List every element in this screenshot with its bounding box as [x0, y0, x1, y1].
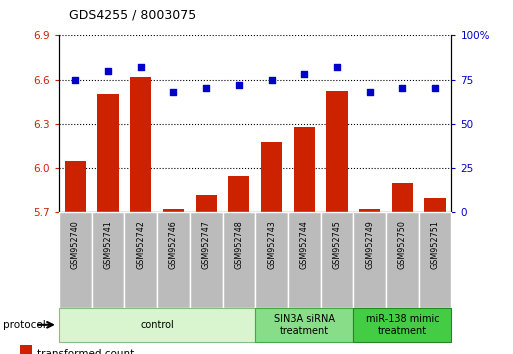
Bar [288, 212, 321, 308]
Bar [293, 127, 315, 212]
Point [71, 77, 80, 82]
Bar [20, 345, 32, 354]
Text: control: control [140, 320, 174, 330]
Point [333, 64, 341, 70]
Bar [392, 183, 413, 212]
Text: GDS4255 / 8003075: GDS4255 / 8003075 [69, 8, 196, 21]
Point [104, 68, 112, 74]
Bar [386, 212, 419, 308]
Bar [124, 212, 157, 308]
Text: SIN3A siRNA
treatment: SIN3A siRNA treatment [274, 314, 335, 336]
Point [235, 82, 243, 88]
Point [202, 86, 210, 91]
Text: GSM952748: GSM952748 [234, 220, 243, 269]
Bar [353, 308, 451, 342]
Point [431, 86, 439, 91]
Text: GSM952743: GSM952743 [267, 220, 276, 269]
Bar [255, 308, 353, 342]
Bar [59, 308, 255, 342]
Bar [130, 77, 151, 212]
Point [398, 86, 406, 91]
Text: GSM952742: GSM952742 [136, 220, 145, 269]
Text: GSM952747: GSM952747 [202, 220, 211, 269]
Text: GSM952750: GSM952750 [398, 220, 407, 269]
Bar [419, 212, 451, 308]
Text: GSM952745: GSM952745 [332, 220, 342, 269]
Bar [261, 142, 282, 212]
Bar [223, 212, 255, 308]
Bar [359, 210, 380, 212]
Bar [163, 210, 184, 212]
Point [169, 89, 177, 95]
Text: GSM952749: GSM952749 [365, 220, 374, 269]
Point [300, 72, 308, 77]
Bar [59, 212, 92, 308]
Bar [321, 212, 353, 308]
Bar [190, 212, 223, 308]
Bar [65, 161, 86, 212]
Text: GSM952751: GSM952751 [430, 220, 440, 269]
Bar [157, 212, 190, 308]
Bar [92, 212, 125, 308]
Text: protocol: protocol [3, 320, 45, 330]
Text: miR-138 mimic
treatment: miR-138 mimic treatment [366, 314, 439, 336]
Point [136, 64, 145, 70]
Text: GSM952744: GSM952744 [300, 220, 309, 269]
Point [366, 89, 374, 95]
Text: GSM952746: GSM952746 [169, 220, 178, 269]
Bar [353, 212, 386, 308]
Bar [326, 91, 348, 212]
Bar [424, 198, 446, 212]
Text: transformed count: transformed count [37, 349, 134, 354]
Bar [195, 195, 217, 212]
Text: GSM952740: GSM952740 [71, 220, 80, 269]
Bar [228, 176, 249, 212]
Bar [255, 212, 288, 308]
Bar [97, 95, 119, 212]
Point [267, 77, 275, 82]
Text: GSM952741: GSM952741 [104, 220, 112, 269]
